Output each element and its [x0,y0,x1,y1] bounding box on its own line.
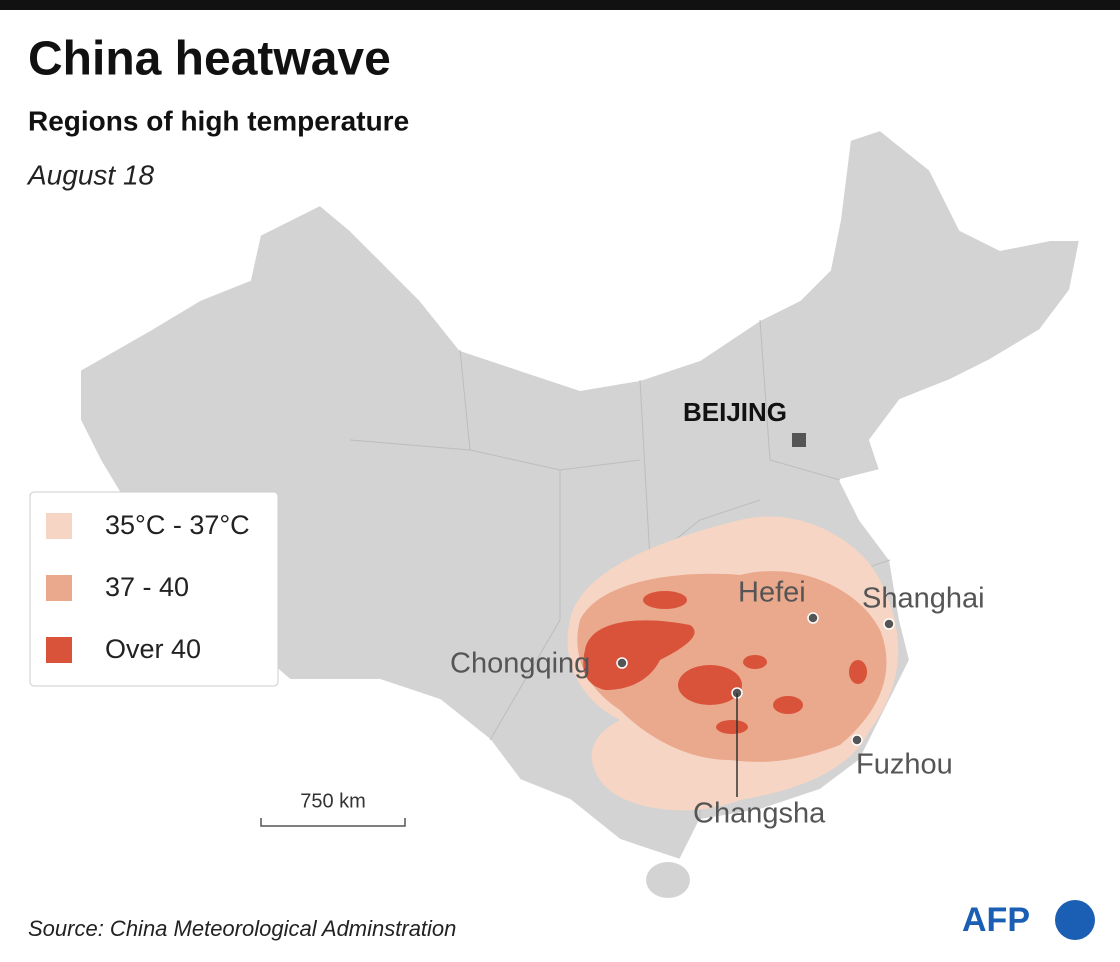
logo-circle [1055,900,1095,940]
city-marker [616,657,628,669]
top-bar [0,0,1120,10]
legend-box [29,491,279,687]
legend-swatch [46,637,72,663]
heat-zone-dark [583,591,867,734]
legend-label: Over 40 [105,634,201,664]
city-label: BEIJING [683,397,787,427]
source: Source: China Meteorological Adminstrati… [28,916,456,941]
city-marker [792,433,806,447]
city-label: Shanghai [862,583,985,615]
legend-label: 35°C - 37°C [105,510,250,540]
title: China heatwave [28,33,391,86]
city-label: Chongqing [450,648,590,680]
logo: AFP [962,901,1030,939]
city-marker [851,734,863,746]
scale-label: 750 km [300,790,366,812]
legend: 35°C - 37°C 37 - 40 Over 40 [46,510,250,664]
city-label: Fuzhou [856,749,953,781]
cities: BEIJING Hefei Shanghai Chongqing Changsha Fuz… [450,397,985,830]
subtitle: Regions of high temperature [28,105,409,136]
legend-swatch [46,575,72,601]
city-marker [807,612,819,624]
date: August 18 [26,159,155,190]
legend-label: 37 - 40 [105,572,189,602]
hainan [646,862,690,898]
city-marker [883,618,895,630]
legend-swatch [46,513,72,539]
scale-bar [260,818,406,827]
city-label: Hefei [738,577,806,609]
city-label: Changsha [693,798,826,830]
